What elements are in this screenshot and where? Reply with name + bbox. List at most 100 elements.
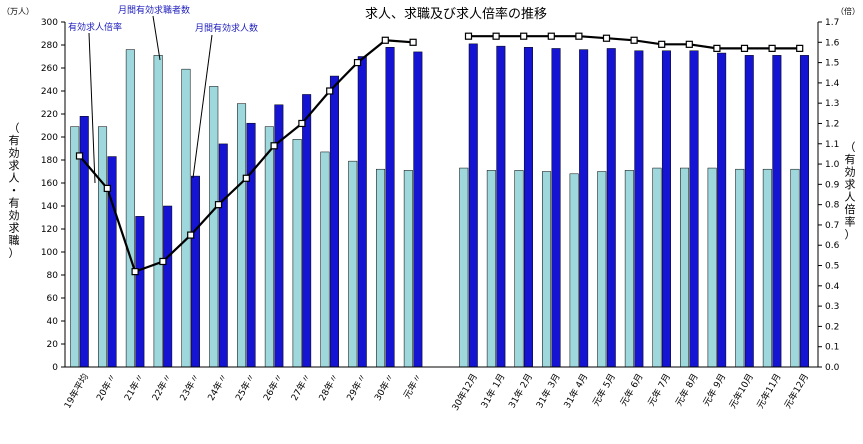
bar-job-seekers bbox=[98, 126, 108, 368]
right-tick-label: 1.3 bbox=[825, 99, 839, 109]
bar-job-openings bbox=[551, 48, 561, 368]
right-tick-label: 0.1 bbox=[825, 343, 839, 353]
ratio-point bbox=[658, 40, 666, 48]
bar-job-seekers bbox=[790, 168, 800, 368]
ratio-point bbox=[796, 44, 804, 52]
bar-job-seekers bbox=[153, 55, 163, 368]
category-label: 25年〃 bbox=[233, 371, 258, 403]
bar-job-seekers bbox=[486, 170, 496, 368]
bar-job-seekers bbox=[125, 49, 135, 368]
axis-label-char: 効 bbox=[9, 208, 20, 222]
category-label: 23年〃 bbox=[177, 371, 202, 403]
ratio-point bbox=[713, 44, 721, 52]
ratio-point bbox=[298, 119, 306, 128]
bar-job-seekers bbox=[376, 168, 386, 368]
annotation-seekers: 月間有効求職者数 bbox=[118, 4, 190, 16]
right-tick-label: 1.6 bbox=[825, 38, 840, 48]
ratio-point bbox=[131, 268, 139, 276]
bar-job-seekers bbox=[237, 103, 247, 368]
bar-job-seekers bbox=[292, 139, 302, 368]
bar-job-seekers bbox=[264, 126, 274, 368]
category-label: 27年〃 bbox=[288, 371, 313, 403]
chart-title: 求人、求職及び求人倍率の推移 bbox=[365, 6, 547, 22]
category-label: 31年 3月 bbox=[533, 371, 562, 410]
bar-job-seekers bbox=[680, 167, 690, 368]
left-tick-label: 260 bbox=[41, 64, 58, 74]
bar-job-openings bbox=[163, 205, 173, 368]
right-axis-label: （有効求人倍率） bbox=[845, 140, 856, 241]
axis-label-char: 有 bbox=[845, 152, 856, 166]
axis-label-char: ） bbox=[9, 247, 20, 260]
bar-job-seekers bbox=[403, 170, 413, 368]
ratio-point bbox=[685, 40, 693, 48]
left-tick-label: 180 bbox=[41, 156, 58, 166]
bar-job-seekers bbox=[624, 170, 634, 368]
axis-label-char: 効 bbox=[9, 146, 20, 160]
axis-label-char: 人 bbox=[845, 190, 856, 203]
left-tick-label: 100 bbox=[41, 248, 58, 258]
bar-job-openings bbox=[385, 47, 395, 368]
ratio-line bbox=[75, 32, 804, 276]
bar-job-seekers bbox=[762, 168, 772, 368]
bar-job-openings bbox=[717, 52, 727, 368]
bar-job-openings bbox=[523, 47, 533, 368]
left-tick-label: 80 bbox=[47, 271, 59, 281]
right-tick-label: 0.5 bbox=[825, 262, 839, 272]
ratio-point bbox=[353, 58, 362, 67]
ratio-point bbox=[75, 152, 84, 160]
annotation-openings: 月間有効求人数 bbox=[195, 22, 258, 34]
annotation-ratio: 有効求人倍率 bbox=[68, 21, 122, 33]
category-label: 元年 9月 bbox=[700, 371, 728, 408]
axis-label-char: 求 bbox=[9, 159, 20, 172]
bar-job-openings bbox=[246, 122, 256, 368]
right-tick-label: 0.2 bbox=[825, 322, 839, 332]
category-labels: 19年平均 20年〃 21年〃 22年〃 23年〃 24年〃 25年〃 26年〃 27年〃 28年… bbox=[61, 371, 811, 412]
bar-job-openings bbox=[579, 49, 589, 368]
right-tick-label: 0.9 bbox=[825, 180, 840, 190]
ratio-point bbox=[547, 32, 555, 40]
ratio-point bbox=[630, 36, 638, 44]
right-tick-label: 0.6 bbox=[825, 241, 840, 251]
bar-job-openings bbox=[606, 48, 616, 368]
axis-label-char: 有 bbox=[9, 196, 20, 210]
bar-job-seekers bbox=[597, 171, 607, 368]
left-tick-label: 120 bbox=[41, 225, 58, 235]
bar-job-openings bbox=[218, 143, 228, 368]
axis-label-char: ・ bbox=[9, 184, 20, 197]
ratio-point bbox=[464, 32, 473, 40]
category-label: 元年10月 bbox=[726, 371, 756, 410]
bar-job-openings bbox=[468, 43, 478, 368]
axis-label-char: 人 bbox=[9, 172, 20, 185]
left-axis-unit: （万人） bbox=[2, 7, 34, 16]
bar-job-openings bbox=[302, 94, 312, 368]
right-tick-label: 0.8 bbox=[825, 201, 840, 211]
bar-job-openings bbox=[135, 216, 145, 368]
right-tick-label: 1.7 bbox=[825, 18, 839, 28]
left-tick-label: 40 bbox=[47, 317, 59, 327]
bar-job-openings bbox=[634, 50, 644, 368]
ratio-point bbox=[381, 36, 389, 44]
bar-job-seekers bbox=[542, 171, 552, 368]
left-axis-label: （有効求人・有効求職） bbox=[9, 122, 20, 260]
bar-job-seekers bbox=[209, 86, 219, 368]
bars bbox=[70, 43, 809, 368]
ratio-point bbox=[242, 174, 250, 182]
ratio-point bbox=[326, 87, 334, 95]
left-tick-label: 0 bbox=[52, 363, 58, 373]
category-label: 元年11月 bbox=[754, 371, 784, 410]
right-tick-label: 0.7 bbox=[825, 221, 839, 231]
bar-job-openings bbox=[744, 55, 754, 368]
left-tick-label: 60 bbox=[47, 294, 59, 304]
left-tick-label: 160 bbox=[41, 179, 58, 189]
ratio-point bbox=[270, 142, 278, 150]
bar-job-seekers bbox=[514, 170, 524, 368]
axis-label-char: （ bbox=[845, 140, 856, 153]
right-tick-label: 0.0 bbox=[825, 363, 840, 373]
plot-frame bbox=[64, 22, 819, 368]
annotation-openings-leader bbox=[192, 34, 213, 179]
category-label: 22年〃 bbox=[149, 371, 174, 403]
category-label: 26年〃 bbox=[260, 371, 285, 403]
bar-job-seekers bbox=[70, 126, 80, 368]
bar-job-seekers bbox=[652, 167, 662, 368]
ratio-point bbox=[409, 38, 417, 46]
